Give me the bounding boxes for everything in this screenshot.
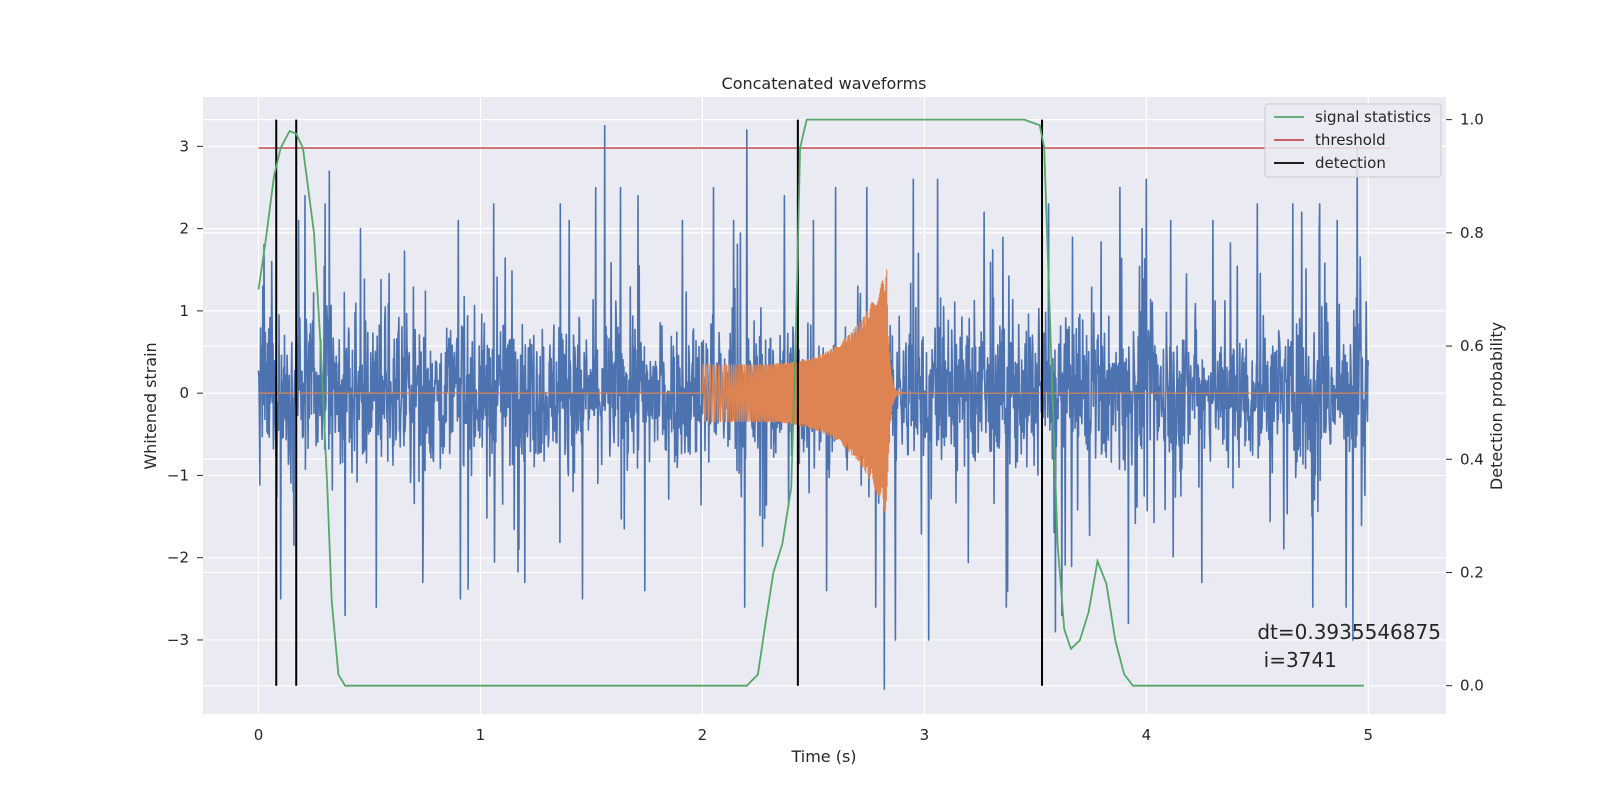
x-tick-label: 5: [1364, 726, 1374, 744]
legend-frame: [1264, 103, 1442, 178]
legend-label-detection: detection: [1315, 154, 1386, 172]
y-tick-label: 1: [179, 302, 189, 320]
legend-label-signal-statistics: signal statistics: [1315, 108, 1431, 126]
right-y-tick-label: 0.4: [1460, 450, 1484, 468]
y-tick-label: −3: [167, 631, 189, 649]
legend: signal statistics threshold detection: [1264, 103, 1442, 178]
x-tick-label: 3: [920, 726, 930, 744]
x-tick-label: 0: [254, 726, 264, 744]
x-tick-label: 4: [1142, 726, 1152, 744]
whitened-strain-series: [257, 125, 1370, 691]
right-y-tick-label: 0.6: [1460, 337, 1484, 355]
annotation-index: i=3741: [1257, 648, 1337, 672]
y-tick-label: 2: [179, 220, 189, 238]
y-axis-ticks: −3 −2 −1 0 1 2 3: [167, 137, 203, 649]
y-gridlines: [203, 145, 1446, 641]
y-tick-label: 0: [179, 384, 189, 402]
signal-statistics-series: [257, 118, 1364, 687]
right-y-tick-label: 0.2: [1460, 563, 1484, 581]
right-y-axis-ticks: 0.0 0.2 0.4 0.6 0.8 1.0: [1446, 111, 1484, 695]
chart-title: Concatenated waveforms: [722, 74, 927, 93]
right-y-tick-label: 1.0: [1460, 111, 1484, 129]
y-axis-label: Whitened strain: [141, 342, 160, 469]
right-y-tick-label: 0.0: [1460, 677, 1484, 695]
x-tick-label: 1: [476, 726, 486, 744]
x-tick-label: 2: [698, 726, 708, 744]
y-tick-label: 3: [179, 137, 189, 155]
template-waveform-series: [258, 269, 1369, 512]
x-axis-label: Time (s): [790, 747, 856, 766]
annotation-dt: dt=0.3935546875: [1257, 620, 1441, 644]
x-axis-ticks: 0 1 2 3 4 5: [254, 726, 1373, 744]
annotation: dt=0.3935546875 i=3741: [1257, 620, 1441, 672]
y-tick-label: −1: [167, 466, 189, 484]
legend-label-threshold: threshold: [1315, 131, 1386, 149]
right-y-axis-label: Detection probability: [1487, 322, 1506, 490]
y-tick-label: −2: [167, 549, 189, 567]
right-y-tick-label: 0.8: [1460, 224, 1484, 242]
